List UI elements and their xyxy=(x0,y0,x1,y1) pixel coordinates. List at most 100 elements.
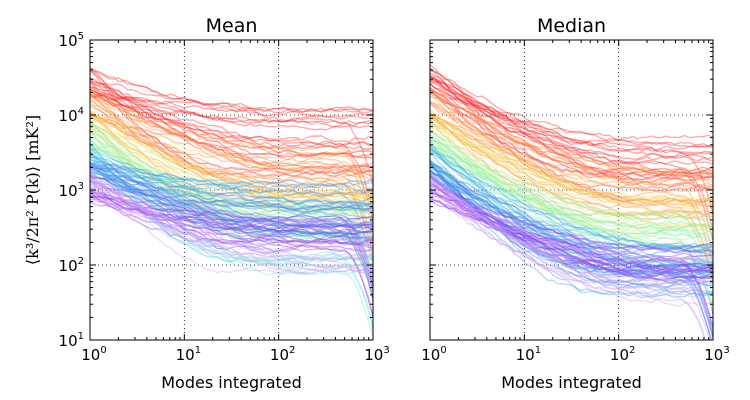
series-line xyxy=(90,179,373,268)
series-line xyxy=(430,114,713,204)
series-line xyxy=(90,116,373,195)
series-line xyxy=(90,165,373,205)
series-line xyxy=(90,110,373,175)
series-line xyxy=(430,115,713,184)
series-line xyxy=(430,176,713,286)
series-line xyxy=(90,161,373,329)
axes-frame-median xyxy=(429,39,714,341)
tick-base: 10 xyxy=(59,182,78,200)
tick-label: 103 xyxy=(364,345,389,364)
tick-exponent: 5 xyxy=(78,31,84,42)
series-line xyxy=(430,114,713,205)
series-line xyxy=(430,186,713,272)
series-line xyxy=(430,101,713,221)
series-line xyxy=(430,82,713,148)
series-line xyxy=(90,162,373,205)
series-line xyxy=(90,148,373,229)
series-line xyxy=(430,146,713,223)
series-line xyxy=(90,161,373,187)
series-line xyxy=(90,163,373,189)
series-line xyxy=(430,91,713,204)
series-line xyxy=(90,178,373,274)
series-line xyxy=(430,121,713,207)
series-line xyxy=(430,90,713,180)
series-line xyxy=(430,129,713,237)
series-line xyxy=(90,113,373,161)
series-line xyxy=(90,171,373,215)
tick-base: 10 xyxy=(59,32,78,50)
series-line xyxy=(90,123,373,213)
series-line xyxy=(90,134,373,213)
series-line xyxy=(90,70,373,178)
y-axis-label: ⟨k³/2π² P(k)⟩ [mK²] xyxy=(23,115,42,265)
series-line xyxy=(430,147,713,250)
series-line xyxy=(430,185,713,294)
series-line xyxy=(430,143,713,310)
series-line xyxy=(430,140,713,230)
series-line xyxy=(430,75,713,177)
series-line xyxy=(430,64,713,184)
tick-exponent: 3 xyxy=(723,345,729,356)
series-line xyxy=(90,114,373,230)
tick-base: 10 xyxy=(59,257,78,275)
series-line xyxy=(430,140,713,218)
series-line xyxy=(90,142,373,218)
series-line xyxy=(90,156,373,269)
series-line xyxy=(90,195,373,224)
series-line xyxy=(430,144,713,248)
series-line xyxy=(430,200,713,270)
series-line xyxy=(430,92,713,176)
tick-label: 101 xyxy=(59,331,84,350)
series-line xyxy=(90,189,373,318)
series-line xyxy=(90,201,373,234)
series-line xyxy=(430,76,713,164)
series-line xyxy=(90,179,373,264)
series-line xyxy=(430,170,713,274)
series-line xyxy=(90,130,373,245)
panel-median: 100 101 102 103 Median Modes integrated xyxy=(421,15,729,392)
series-line xyxy=(90,93,373,173)
series-line xyxy=(90,122,373,298)
series-line xyxy=(90,116,373,198)
series-line xyxy=(430,137,713,236)
series-line xyxy=(90,115,373,221)
series-line xyxy=(430,148,713,272)
series-line xyxy=(90,172,373,271)
series-line xyxy=(90,97,373,245)
series-line xyxy=(430,188,713,281)
series-line xyxy=(90,106,373,184)
series-line xyxy=(90,132,373,298)
series-line xyxy=(430,112,713,200)
series-line xyxy=(430,113,713,208)
series-median xyxy=(430,64,713,340)
series-line xyxy=(90,116,373,267)
series-line xyxy=(430,101,713,203)
series-line xyxy=(430,147,713,261)
series-line xyxy=(90,142,373,279)
series-line xyxy=(430,79,713,147)
ticks-median: 100 101 102 103 xyxy=(421,39,730,364)
series-line xyxy=(430,184,713,281)
x-axis-label-median: Modes integrated xyxy=(501,373,642,392)
series-line xyxy=(90,152,373,238)
series-line xyxy=(90,89,373,173)
series-line xyxy=(90,93,373,197)
series-line xyxy=(430,89,713,160)
series-line xyxy=(90,192,373,252)
series-line xyxy=(90,111,373,254)
series-line xyxy=(90,94,373,114)
series-line xyxy=(90,164,373,278)
tick-base: 10 xyxy=(59,332,78,350)
series-line xyxy=(90,172,373,300)
series-line xyxy=(430,159,713,276)
series-line xyxy=(430,88,713,266)
series-line xyxy=(430,82,713,203)
tick-label: 102 xyxy=(270,345,295,364)
series-line xyxy=(90,81,373,186)
series-line xyxy=(430,194,711,340)
series-line xyxy=(90,195,373,248)
series-line xyxy=(90,158,373,241)
series-line xyxy=(90,86,373,131)
series-line xyxy=(430,182,713,258)
series-line xyxy=(430,184,713,270)
